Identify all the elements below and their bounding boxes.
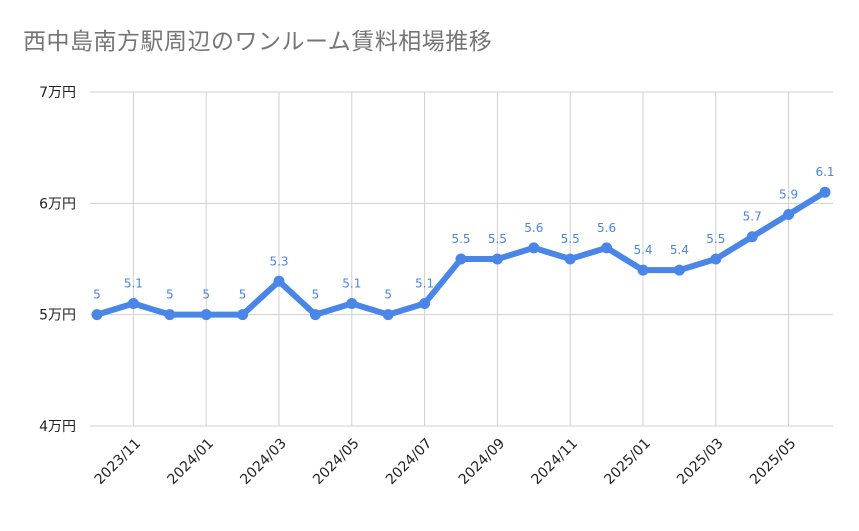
data-label: 5.9 [779, 187, 798, 201]
data-label: 5.4 [633, 243, 652, 257]
y-tick-label: 4万円 [39, 419, 76, 435]
data-point [309, 309, 321, 321]
x-tick-label: 2025/01 [601, 436, 653, 488]
series-group [91, 186, 831, 321]
data-point [346, 298, 358, 310]
data-labels: 5 5.1 5 5 5 5.3 5 5.1 5 5.1 5.5 5.5 5.6 5.5 5.6 5.4 5.4 5… [93, 165, 834, 301]
data-point [164, 309, 176, 321]
data-label: 6.1 [815, 165, 834, 179]
data-label: 5.6 [524, 221, 543, 235]
data-point [601, 242, 613, 254]
data-point [746, 231, 758, 243]
data-label: 5 [239, 288, 247, 302]
data-point [455, 253, 467, 265]
data-label: 5 [312, 288, 320, 302]
data-point [491, 253, 503, 265]
data-point [419, 298, 431, 310]
data-label: 5.3 [269, 254, 288, 268]
data-point [273, 275, 285, 287]
data-point [710, 253, 722, 265]
x-tick-label: 2023/11 [92, 436, 144, 488]
y-tick-label: 6万円 [39, 196, 76, 212]
data-label: 5 [384, 288, 392, 302]
x-tick-label: 2024/01 [165, 436, 217, 488]
y-axis-ticks: 4万円 5万円 6万円 7万円 [39, 85, 76, 435]
data-point [528, 242, 540, 254]
data-label: 5.1 [342, 277, 361, 291]
data-label: 5 [202, 288, 210, 302]
data-label: 5 [166, 288, 174, 302]
x-tick-label: 2024/05 [310, 436, 362, 488]
y-tick-label: 7万円 [39, 85, 76, 101]
x-tick-label: 2025/03 [674, 436, 726, 488]
data-point [382, 309, 394, 321]
x-tick-label: 2024/11 [529, 436, 581, 488]
data-label: 5.4 [670, 243, 689, 257]
data-point [127, 298, 139, 310]
data-point [637, 264, 649, 276]
x-tick-label: 2025/05 [747, 436, 799, 488]
x-axis-ticks: 2023/11 2024/01 2024/03 2024/05 2024/07 2024/… [92, 436, 800, 488]
data-label: 5.5 [488, 232, 507, 246]
x-tick-label: 2024/07 [383, 436, 435, 488]
data-label: 5.5 [561, 232, 580, 246]
x-tick-label: 2024/03 [237, 436, 289, 488]
data-label: 5.1 [124, 277, 143, 291]
chart-title: 西中島南方駅周辺のワンルーム賃料相場推移 [23, 29, 493, 55]
data-point [91, 309, 103, 321]
data-label: 5.5 [706, 232, 725, 246]
data-point [200, 309, 212, 321]
data-label: 5.1 [415, 277, 434, 291]
data-label: 5 [93, 288, 101, 302]
data-label: 5.7 [743, 210, 762, 224]
data-label: 5.6 [597, 221, 616, 235]
data-point [819, 186, 831, 198]
data-label: 5.5 [451, 232, 470, 246]
data-point [564, 253, 576, 265]
y-tick-label: 5万円 [39, 308, 76, 324]
data-point [673, 264, 685, 276]
data-point [237, 309, 249, 321]
data-point [783, 208, 795, 220]
x-tick-label: 2024/09 [456, 436, 508, 488]
